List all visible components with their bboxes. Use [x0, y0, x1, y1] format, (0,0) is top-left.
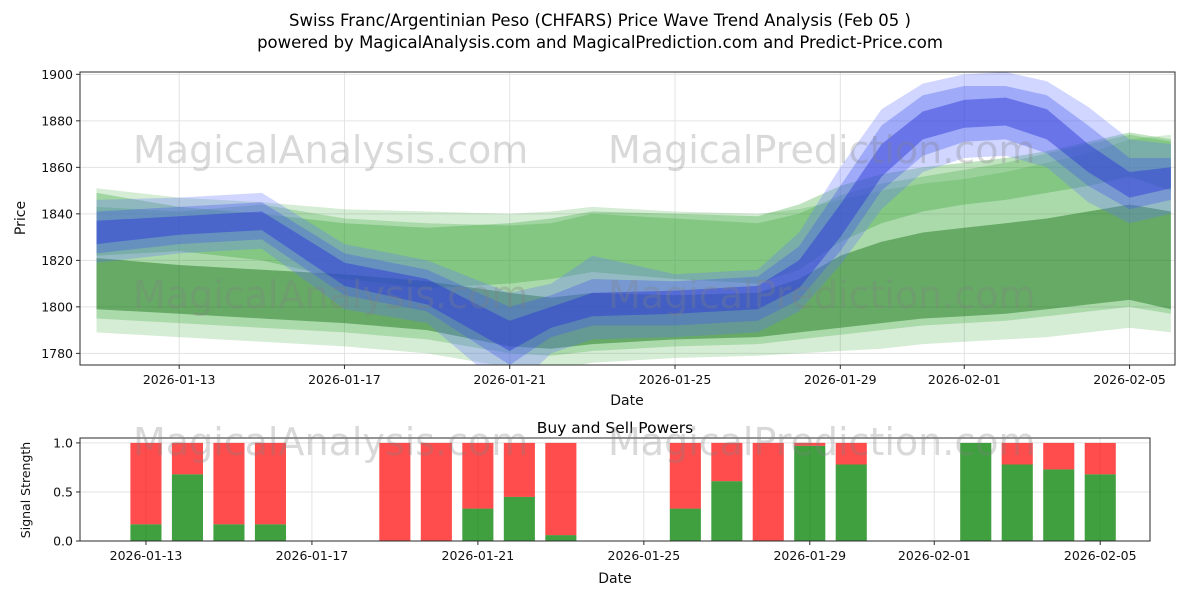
- price-band-blue-wide: [96, 72, 1171, 365]
- price-y-axis-label: Price: [13, 201, 29, 235]
- x-tick-label: 2026-01-29: [773, 548, 846, 563]
- signal-y-axis-label: Signal Strength: [18, 442, 33, 538]
- y-tick-label: 1820: [41, 253, 73, 268]
- watermark-analysis-icon-text: MagicalAnalysis.com: [133, 273, 528, 317]
- buy-power-bar: [171, 474, 203, 541]
- sell-power-bar: [835, 442, 867, 465]
- buy-power-bar: [130, 524, 162, 541]
- sell-power-bar: [1001, 442, 1033, 465]
- buy-power-bar: [462, 508, 494, 541]
- x-tick-label: 2026-01-13: [143, 372, 216, 387]
- price-band-green-outer: [96, 134, 1171, 365]
- price-band-blue-mid: [96, 86, 1171, 365]
- sell-power-bar: [254, 442, 286, 525]
- buy-power-bar: [1084, 474, 1116, 541]
- y-tick-label: 1880: [41, 113, 73, 128]
- y-tick-label: 1.0: [53, 435, 73, 450]
- axes-frame: [79, 437, 1151, 542]
- price-chart: 1780 1800 1820 1840 1860 1880 1900 2026-01-13 20…: [41, 67, 1176, 387]
- buy-power-bar: [213, 524, 245, 541]
- price-x-axis-label: Date: [610, 393, 643, 409]
- signal-chart-title: Buy and Sell Powers: [537, 419, 694, 437]
- y-tick-label: 1840: [41, 206, 73, 221]
- buy-power-bar: [711, 481, 743, 541]
- y-tick-label: 1800: [41, 299, 73, 314]
- bar-layer: [130, 442, 1116, 541]
- sell-power-bar: [462, 442, 494, 509]
- sell-power-bar: [420, 442, 452, 541]
- x-tick-label: 2026-01-21: [473, 372, 546, 387]
- sell-power-bar: [752, 442, 784, 541]
- sell-power-bar: [1084, 442, 1116, 475]
- watermark-layer: MagicalAnalysis.com MagicalPrediction.co…: [133, 128, 1036, 464]
- y-tick-label: 1780: [41, 346, 73, 361]
- price-band-green-mid: [96, 134, 1171, 356]
- sell-power-bar: [503, 442, 535, 497]
- x-tick-label: 2026-01-25: [639, 372, 712, 387]
- axes-frame: [79, 71, 1176, 366]
- x-tick-label: 2026-01-29: [804, 372, 877, 387]
- chart-subtitle: powered by MagicalAnalysis.com and Magic…: [257, 33, 943, 52]
- buy-power-bar: [960, 442, 992, 541]
- y-tick-label: 0.0: [53, 534, 73, 549]
- x-tick-label: 2026-02-05: [1064, 548, 1137, 563]
- signal-x-axis-label: Date: [598, 571, 631, 587]
- sell-power-bar: [545, 442, 577, 536]
- watermark-analysis-icon-text: MagicalAnalysis.com: [133, 128, 528, 172]
- x-tick-label: 2026-01-13: [110, 548, 183, 563]
- y-tick-label: 1860: [41, 160, 73, 175]
- y-tick-label: 1900: [41, 67, 73, 82]
- x-tick-label: 2026-02-01: [898, 548, 971, 563]
- x-tick-label: 2026-01-21: [442, 548, 515, 563]
- watermark-prediction-icon-text: MagicalPrediction.com: [608, 273, 1036, 317]
- sell-power-bar: [669, 442, 701, 509]
- signal-chart: 0.0 0.5 1.0 2026-01-13 2026-01-17 2026-01-21 2…: [53, 435, 1151, 563]
- buy-power-bar: [545, 535, 577, 541]
- x-tick-label: 2026-01-17: [308, 372, 381, 387]
- sell-power-bar: [130, 442, 162, 525]
- buy-power-bar: [794, 445, 826, 541]
- chart-title: Swiss Franc/Argentinian Peso (CHFARS) Pr…: [289, 11, 911, 30]
- buy-power-bar: [835, 464, 867, 541]
- buy-power-bar: [669, 508, 701, 541]
- buy-power-bar: [503, 496, 535, 541]
- price-band-green-upper-fan: [96, 132, 1171, 289]
- x-tick-label: 2026-01-17: [276, 548, 349, 563]
- sell-power-bar: [379, 442, 411, 541]
- sell-power-bar: [213, 442, 245, 525]
- band-layer: [96, 72, 1171, 365]
- sell-power-bar: [1043, 442, 1075, 470]
- x-tick-label: 2026-02-05: [1093, 372, 1166, 387]
- sell-power-bar: [794, 442, 826, 446]
- buy-power-bar: [1043, 469, 1075, 541]
- watermark-prediction-icon-text: MagicalPrediction.com: [608, 128, 1036, 172]
- y-tick-label: 0.5: [53, 484, 73, 499]
- x-tick-label: 2026-02-01: [928, 372, 1001, 387]
- x-tick-label: 2026-01-25: [608, 548, 681, 563]
- buy-power-bar: [1001, 464, 1033, 541]
- price-band-blue-dark-core: [96, 97, 1171, 351]
- sell-power-bar: [171, 442, 203, 475]
- sell-power-bar: [711, 442, 743, 482]
- price-band-green-dark-core: [96, 204, 1171, 349]
- watermark-analysis-icon-text: MagicalAnalysis.com: [133, 420, 528, 464]
- watermark-prediction-icon-text: MagicalPrediction.com: [608, 420, 1036, 464]
- buy-power-bar: [254, 524, 286, 541]
